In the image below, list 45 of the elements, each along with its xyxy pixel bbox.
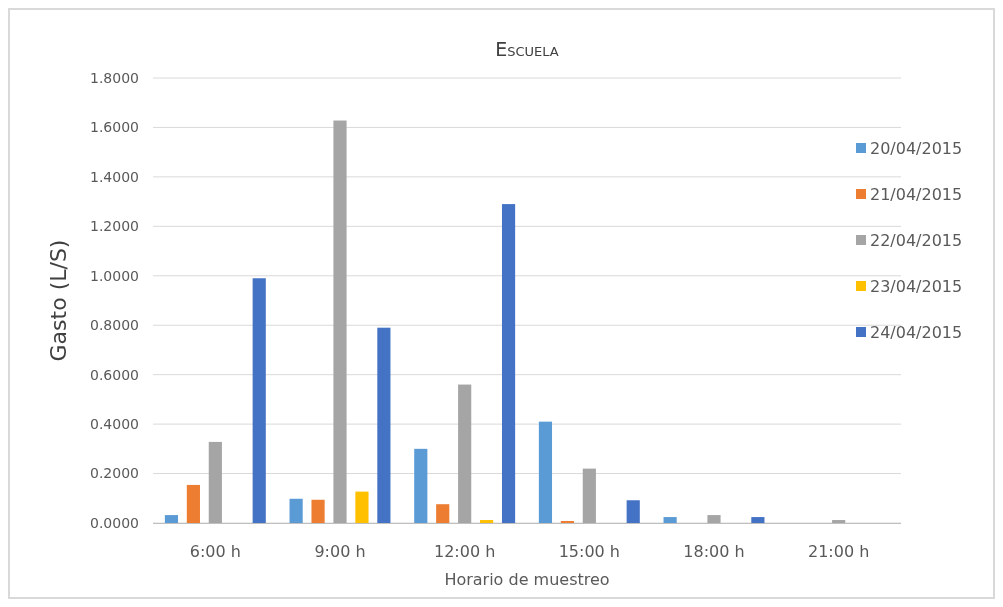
y-tick-label: 1.0000 xyxy=(90,267,139,284)
bar xyxy=(626,500,640,523)
y-tick-label: 0.4000 xyxy=(90,416,139,433)
bar xyxy=(663,517,677,523)
bar xyxy=(582,468,596,523)
y-tick-label: 0.2000 xyxy=(90,465,139,482)
y-tick-label: 0.6000 xyxy=(90,366,139,383)
x-axis-title: Horario de muestreo xyxy=(444,570,610,589)
legend-label: 21/04/2015 xyxy=(870,184,963,204)
bar xyxy=(832,520,846,523)
bar xyxy=(355,491,369,523)
bar xyxy=(707,515,721,523)
bar xyxy=(333,120,347,523)
bar xyxy=(458,384,472,523)
x-tick-label: 9:00 h xyxy=(314,542,366,561)
bar xyxy=(311,499,325,523)
y-tick-label: 1.6000 xyxy=(90,119,139,136)
bar xyxy=(289,498,303,523)
legend-label: 22/04/2015 xyxy=(870,230,963,250)
bar xyxy=(208,441,222,523)
x-tick-label: 21:00 h xyxy=(807,542,870,561)
bar xyxy=(252,278,266,523)
legend-label: 23/04/2015 xyxy=(870,276,963,296)
x-tick-label: 12:00 h xyxy=(433,542,496,561)
y-tick-label: 1.4000 xyxy=(90,168,139,185)
x-tick-label: 6:00 h xyxy=(189,542,241,561)
bar xyxy=(538,421,553,523)
x-tick-label: 18:00 h xyxy=(683,542,745,561)
bar xyxy=(377,327,391,523)
y-tick-label: 0.8000 xyxy=(90,317,139,334)
bar xyxy=(186,484,200,523)
bar xyxy=(436,504,450,523)
y-axis-title: Gasto (L/S) xyxy=(46,239,71,362)
y-tick-label: 1.8000 xyxy=(90,69,139,86)
chart-title: Escuela xyxy=(495,38,559,60)
bar xyxy=(164,515,179,523)
y-tick-label: 0.0000 xyxy=(90,514,139,531)
legend-label: 24/04/2015 xyxy=(870,322,963,342)
bar xyxy=(414,448,428,523)
bar xyxy=(501,204,516,523)
legend-label: 20/04/2015 xyxy=(870,138,963,158)
y-tick-label: 1.2000 xyxy=(90,218,139,235)
bar xyxy=(751,517,765,523)
x-tick-label: 15:00 h xyxy=(558,542,621,561)
bar xyxy=(480,520,494,523)
